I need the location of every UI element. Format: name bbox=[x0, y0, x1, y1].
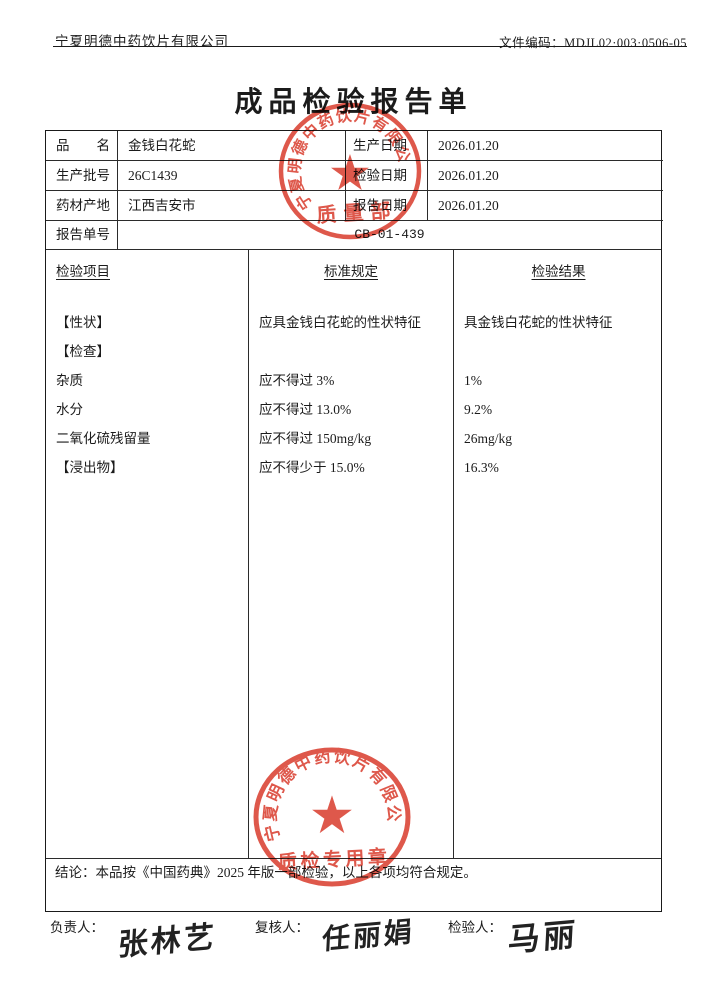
results-list: 具金钱白花蛇的性状特征 1% 9.2% 26mg/kg 16.3% bbox=[454, 308, 663, 482]
items-list: 【性状】 【检查】 杂质 水分 二氧化硫残留量 【浸出物】 bbox=[46, 308, 248, 482]
standards-list: 应具金钱白花蛇的性状特征 应不得过 3% 应不得过 13.0% 应不得过 150… bbox=[249, 308, 453, 482]
column-results: 检验结果 具金钱白花蛇的性状特征 1% 9.2% 26mg/kg 16.3% bbox=[454, 250, 663, 858]
item-shuifen: 水分 bbox=[56, 402, 83, 417]
column-header-results: 检验结果 bbox=[531, 264, 586, 279]
result-so2: 26mg/kg bbox=[464, 431, 513, 446]
field-product-name-label: 品 名 bbox=[46, 131, 118, 161]
item-zazhi: 杂质 bbox=[56, 373, 83, 388]
field-product-name-value: 金钱白花蛇 bbox=[118, 131, 346, 161]
field-inspection-date-value: 2026.01.20 bbox=[428, 161, 663, 191]
column-standards: 标准规定 应具金钱白花蛇的性状特征 应不得过 3% 应不得过 13.0% 应不得… bbox=[249, 250, 454, 858]
field-production-date-value: 2026.01.20 bbox=[428, 131, 663, 161]
inspector-label: 检验人： bbox=[448, 920, 502, 935]
standard-so2: 应不得过 150mg/kg bbox=[259, 431, 372, 446]
reviewer-signature: 任丽娟 bbox=[321, 916, 416, 957]
item-so2: 二氧化硫残留量 bbox=[56, 431, 151, 446]
column-items: 检验项目 【性状】 【检查】 杂质 水分 二氧化硫残留量 【浸出物】 bbox=[46, 250, 249, 858]
doc-code: 文件编码：MDJL02·003·0506-05 bbox=[499, 32, 687, 51]
column-header-standards: 标准规定 bbox=[324, 264, 378, 279]
spec-section: 检验项目 【性状】 【检查】 杂质 水分 二氧化硫残留量 【浸出物】 标准规定 … bbox=[46, 250, 661, 858]
result-xingzhuang: 具金钱白花蛇的性状特征 bbox=[464, 315, 613, 330]
info-grid: 品 名 金钱白花蛇 生产日期 2026.01.20 生产批号 26C1439 检… bbox=[46, 131, 663, 221]
field-origin-label: 药材产地 bbox=[46, 191, 118, 221]
standard-shuifen: 应不得过 13.0% bbox=[259, 402, 352, 417]
field-report-date-label: 报告日期 bbox=[346, 191, 428, 221]
result-jiancha bbox=[454, 337, 663, 366]
inspector-signature: 马丽 bbox=[507, 915, 579, 959]
report-table: 品 名 金钱白花蛇 生产日期 2026.01.20 生产批号 26C1439 检… bbox=[45, 130, 663, 912]
field-production-date-label: 生产日期 bbox=[346, 131, 428, 161]
field-batch-no-label: 生产批号 bbox=[46, 161, 118, 191]
standard-zazhi: 应不得过 3% bbox=[259, 373, 335, 388]
result-jinchuwu: 16.3% bbox=[464, 460, 499, 475]
doc-code-label: 文件编码： bbox=[499, 36, 565, 50]
header-divider bbox=[53, 46, 687, 47]
field-report-date-value: 2026.01.20 bbox=[428, 191, 663, 221]
responsible-signature: 张林艺 bbox=[117, 920, 218, 963]
field-origin-value: 江西吉安市 bbox=[118, 191, 346, 221]
report-number-row: 报告单号 CB-01-439 bbox=[46, 221, 661, 250]
report-number-value: CB-01-439 bbox=[354, 227, 425, 242]
standard-jinchuwu: 应不得少于 15.0% bbox=[259, 460, 365, 475]
conclusion-row: 结论：本品按《中国药典》2025 年版一部检验，以上各项均符合规定。 bbox=[46, 858, 661, 886]
result-zazhi: 1% bbox=[464, 373, 482, 388]
reviewer-label: 复核人： bbox=[255, 920, 309, 935]
result-shuifen: 9.2% bbox=[464, 402, 493, 417]
company-name: 宁夏明德中药饮片有限公司 bbox=[55, 34, 229, 49]
item-xingzhuang: 【性状】 bbox=[56, 315, 110, 330]
field-batch-no-value: 26C1439 bbox=[118, 161, 346, 191]
standard-jiancha bbox=[249, 337, 453, 366]
item-jinchuwu: 【浸出物】 bbox=[56, 460, 124, 475]
page-title: 成品检验报告单 bbox=[234, 87, 473, 118]
standard-xingzhuang: 应具金钱白花蛇的性状特征 bbox=[259, 315, 421, 330]
report-number-label: 报告单号 bbox=[46, 221, 118, 249]
doc-code-value: MDJL02·003·0506-05 bbox=[564, 36, 687, 50]
field-inspection-date-label: 检验日期 bbox=[346, 161, 428, 191]
item-jiancha: 【检查】 bbox=[56, 344, 110, 359]
column-header-items: 检验项目 bbox=[56, 264, 110, 279]
responsible-label: 负责人： bbox=[50, 920, 104, 935]
